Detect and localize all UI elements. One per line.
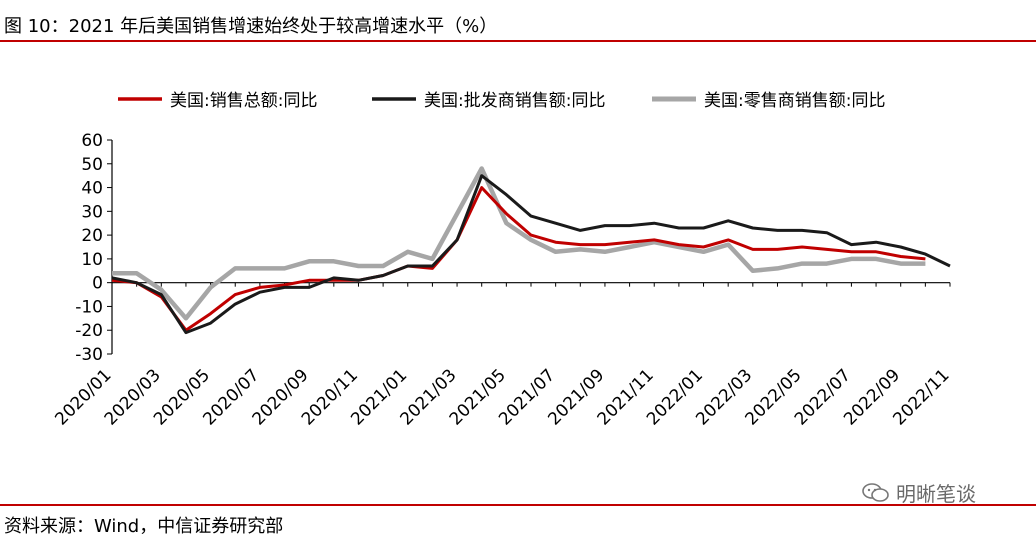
y-tick-label: 40: [81, 179, 103, 199]
figure-title: 图 10：2021 年后美国销售增速始终处于较高增速水平（%）: [4, 16, 498, 37]
source-note: 资料来源：Wind，中信证券研究部: [4, 516, 284, 537]
y-tick-label: -20: [75, 321, 103, 341]
legend-label-1: 美国:批发商销售额:同比: [424, 91, 605, 111]
series-lines: [111, 166, 951, 335]
legend: 美国:销售总额:同比 美国:批发商销售额:同比 美国:零售商销售额:同比: [118, 91, 885, 111]
y-tick-label: 0: [92, 274, 103, 294]
series-line-0: [111, 186, 926, 332]
y-tick-label: 60: [81, 131, 103, 151]
y-axis: 60 50 40 30 20 10 0 -10 -20 -30: [75, 131, 113, 365]
series-line-2: [112, 166, 926, 321]
source-rule: [0, 504, 1036, 506]
y-tick-label: -10: [75, 297, 103, 317]
legend-label-2: 美国:零售商销售额:同比: [704, 91, 885, 111]
sales-growth-chart: 美国:销售总额:同比 美国:批发商销售额:同比 美国:零售商销售额:同比 60 50 4…: [51, 91, 954, 429]
legend-label-0: 美国:销售总额:同比: [170, 91, 317, 111]
x-axis: 2020/012020/032020/052020/072020/092020/…: [51, 282, 954, 429]
series-line-1: [111, 174, 951, 335]
y-tick-label: -30: [75, 345, 103, 365]
watermark: 明晰笔谈: [862, 478, 976, 507]
title-rule: [0, 40, 1036, 42]
y-tick-label: 10: [81, 250, 103, 270]
y-tick-label: 20: [81, 226, 103, 246]
y-tick-label: 30: [81, 202, 103, 222]
wechat-icon: [862, 482, 889, 502]
y-tick-label: 50: [81, 155, 103, 175]
watermark-text: 明晰笔谈: [896, 482, 976, 506]
